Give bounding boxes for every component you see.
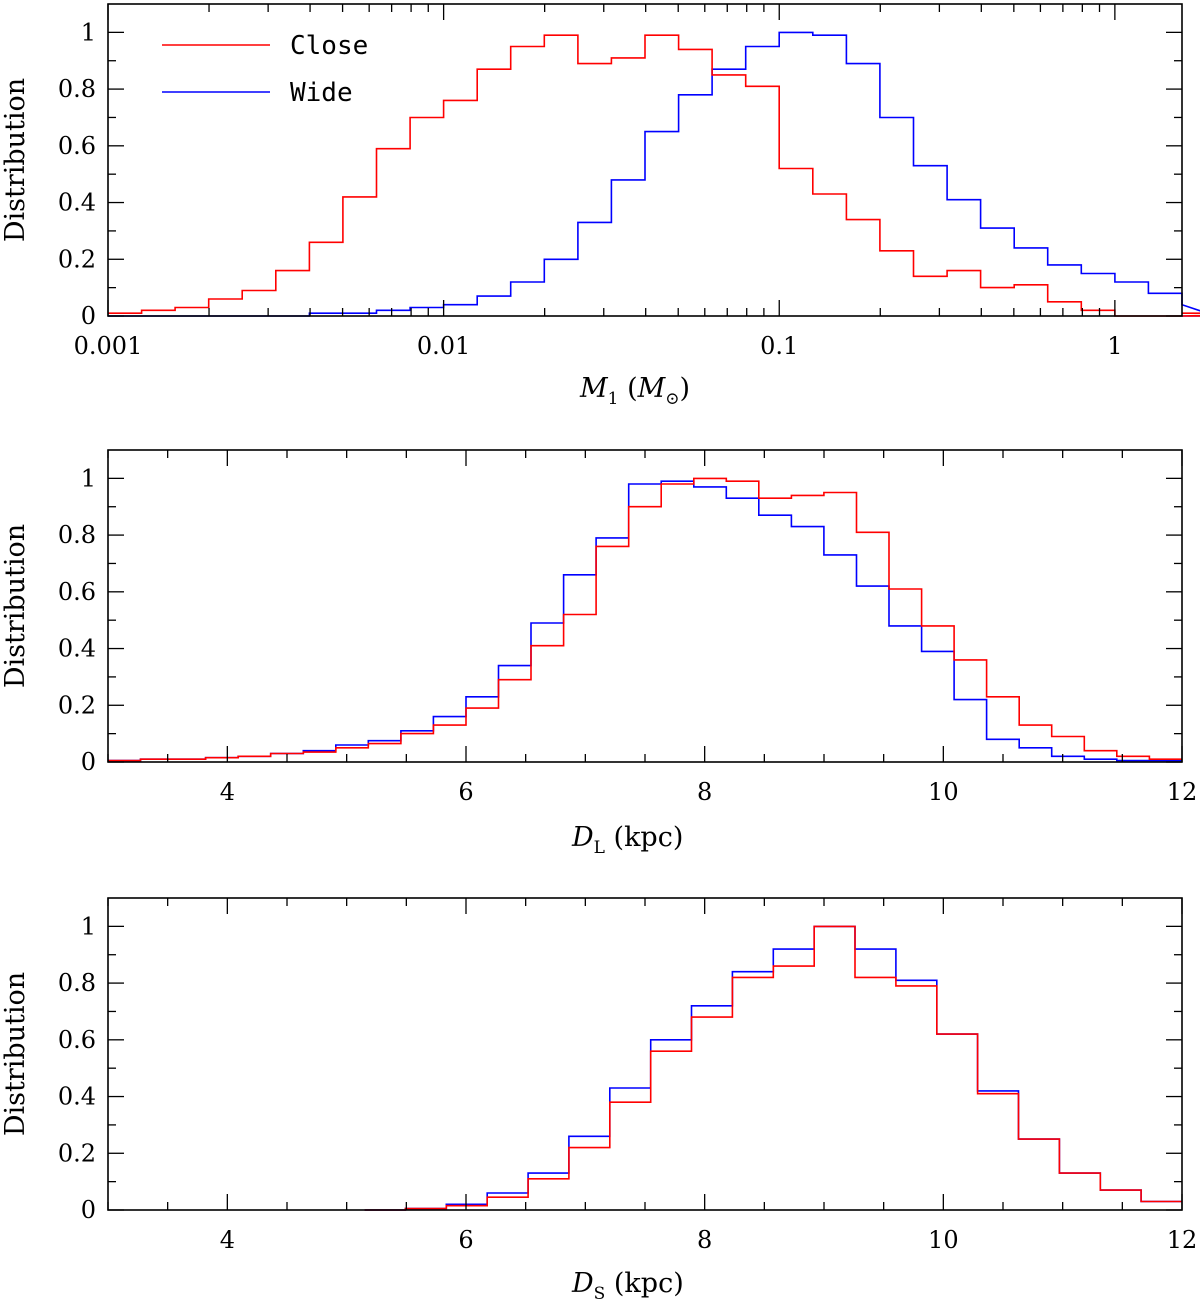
legend-close-label: Close xyxy=(290,31,368,61)
y-tick-label: 0.8 xyxy=(58,521,96,549)
tick-marks xyxy=(107,898,1183,1211)
histogram-close xyxy=(108,477,1182,762)
y-tick-label: 0.2 xyxy=(58,1139,96,1167)
x-tick-label: 0.1 xyxy=(760,332,798,360)
y-tick-label: 0.2 xyxy=(58,245,96,273)
panel-dl: 0 0.2 0.4 0.6 0.8 1 4 6 8 10 12 Distribution DL (k… xyxy=(0,449,1197,858)
x-tick-label: 8 xyxy=(697,778,712,806)
y-tick-label: 0.4 xyxy=(58,1083,96,1111)
y-tick-label: 0 xyxy=(81,748,96,776)
y-axis-label: Distribution xyxy=(0,524,31,688)
y-tick-label: 0.4 xyxy=(58,635,96,663)
x-tick-label: 0.001 xyxy=(74,332,143,360)
histogram-wide xyxy=(108,480,1182,762)
y-tick-label: 0.8 xyxy=(58,969,96,997)
tick-labels: 0 0.2 0.4 0.6 0.8 1 4 6 8 10 12 xyxy=(58,912,1197,1254)
y-axis-label: Distribution xyxy=(0,78,31,242)
axes-frame xyxy=(107,897,1183,1211)
x-tick-label: 0.01 xyxy=(417,332,470,360)
tick-labels: 0 0.2 0.4 0.6 0.8 1 4 6 8 10 12 xyxy=(58,464,1197,806)
tick-labels: 0 0.2 0.4 0.6 0.8 1 0.001 0.01 0.1 1 xyxy=(58,18,1123,360)
y-tick-label: 1 xyxy=(81,912,96,940)
y-axis-label: Distribution xyxy=(0,972,31,1136)
plot-area xyxy=(108,31,1200,317)
histogram-close xyxy=(364,925,1182,1211)
axes-frame xyxy=(107,449,1183,763)
y-tick-label: 0.4 xyxy=(58,189,96,217)
x-axis-label: M1 (M⊙) xyxy=(579,373,690,409)
y-tick-label: 0.2 xyxy=(58,691,96,719)
x-tick-label: 4 xyxy=(220,778,235,806)
x-tick-label: 12 xyxy=(1167,778,1198,806)
y-tick-label: 0.6 xyxy=(58,1026,96,1054)
histogram-wide xyxy=(108,31,1200,317)
x-tick-label: 1 xyxy=(1107,332,1122,360)
x-tick-label: 10 xyxy=(928,778,959,806)
plot-area xyxy=(108,477,1182,762)
y-tick-label: 0.6 xyxy=(58,578,96,606)
x-tick-label: 4 xyxy=(220,1226,235,1254)
histogram-close xyxy=(108,34,1200,317)
panel-ds: 0 0.2 0.4 0.6 0.8 1 4 6 8 10 12 Distribution DS (k… xyxy=(0,897,1197,1302)
tick-marks xyxy=(107,4,1182,317)
x-tick-label: 12 xyxy=(1167,1226,1198,1254)
y-tick-label: 0 xyxy=(81,302,96,330)
panel-m1: 0 0.2 0.4 0.6 0.8 1 0.001 0.01 0.1 1 Distribution… xyxy=(0,3,1200,409)
y-tick-label: 0.6 xyxy=(58,132,96,160)
y-tick-label: 0.8 xyxy=(58,75,96,103)
legend: Close Wide xyxy=(162,31,368,108)
x-tick-label: 6 xyxy=(458,778,473,806)
x-tick-label: 10 xyxy=(928,1226,959,1254)
y-tick-label: 0 xyxy=(81,1196,96,1224)
axes-frame xyxy=(107,3,1183,317)
y-tick-label: 1 xyxy=(81,464,96,492)
x-tick-label: 6 xyxy=(458,1226,473,1254)
x-tick-label: 8 xyxy=(697,1226,712,1254)
plot-area xyxy=(364,925,1182,1211)
tick-marks xyxy=(107,450,1183,763)
legend-wide-label: Wide xyxy=(290,78,353,108)
x-axis-label: DL (kpc) xyxy=(571,822,683,858)
y-tick-label: 1 xyxy=(81,18,96,46)
x-axis-label: DS (kpc) xyxy=(571,1268,684,1302)
